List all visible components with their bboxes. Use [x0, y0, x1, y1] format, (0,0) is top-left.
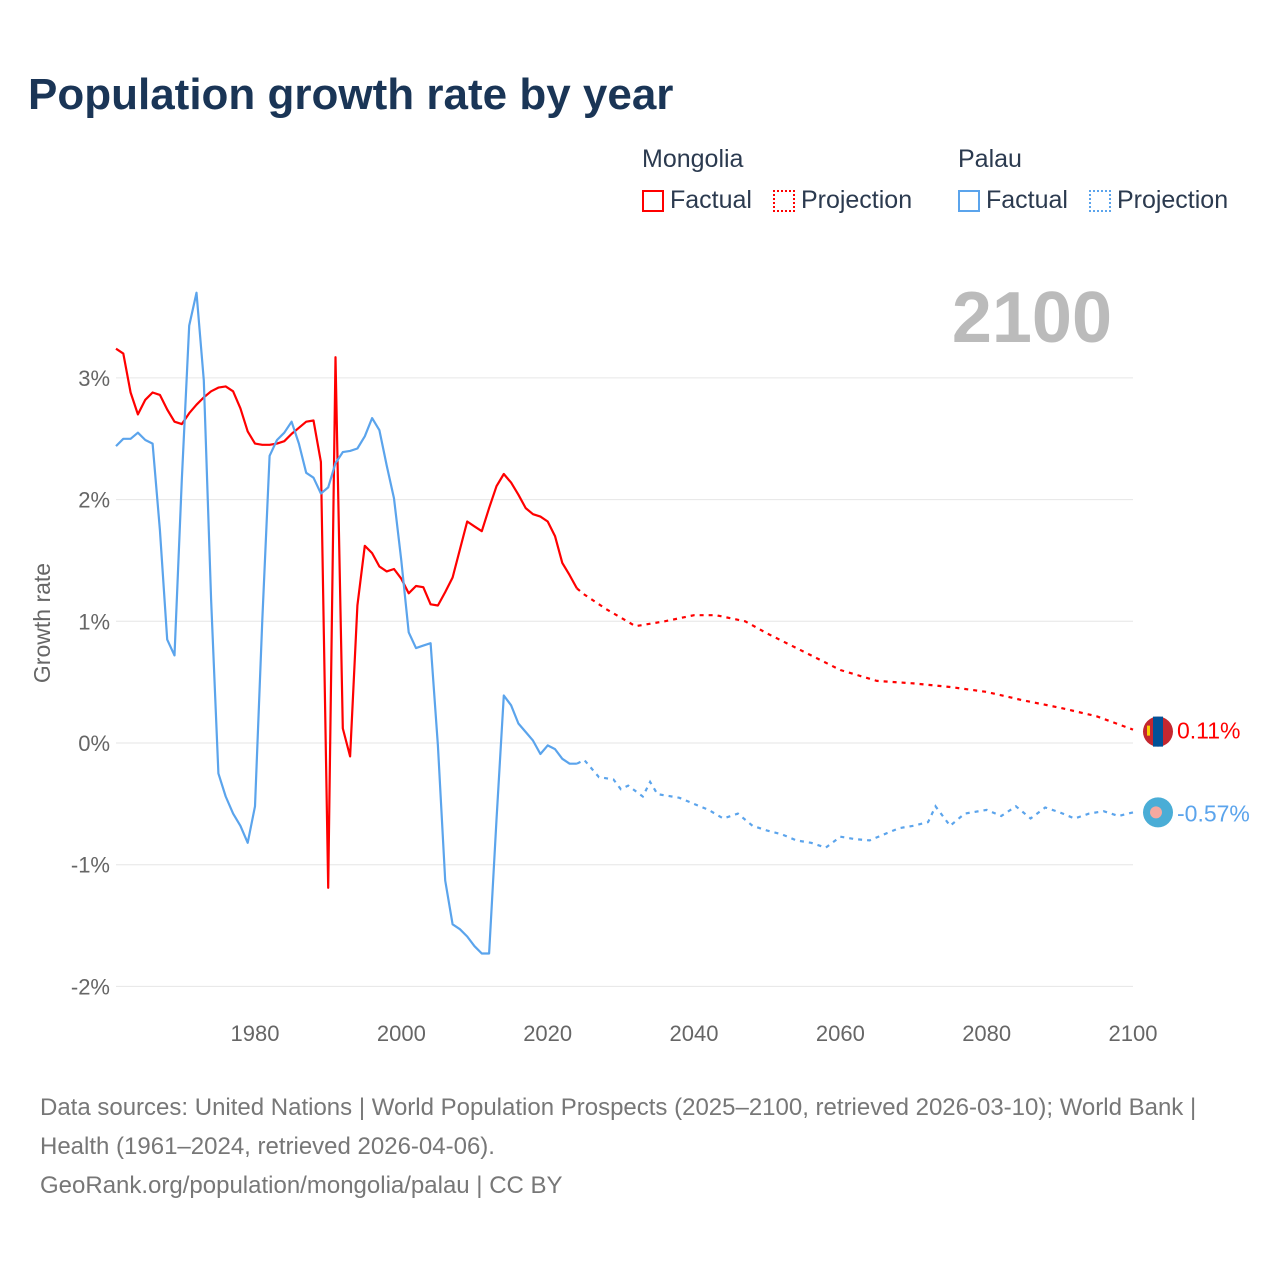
legend-palau-projection[interactable]: Projection: [1088, 186, 1229, 215]
legend-palau-factual[interactable]: Factual: [958, 186, 1068, 215]
palau-projection-line: [576, 758, 1134, 849]
legend-group-name: Palau: [958, 145, 1022, 173]
y-tick-label: 1%: [78, 609, 110, 634]
y-tick-label: -2%: [71, 974, 110, 999]
x-tick-label: 2100: [1109, 1021, 1158, 1046]
x-tick-label: 1980: [231, 1021, 280, 1046]
legend-label: Projection: [1116, 186, 1229, 214]
mongolia-flag-icon: [1143, 716, 1173, 747]
legend-mongolia-projection[interactable]: Projection: [772, 186, 913, 215]
year-display: 2100: [952, 278, 1112, 358]
x-tick-label: 2040: [670, 1021, 719, 1046]
legend-label: Projection: [800, 186, 913, 214]
palau-flag-icon: [1143, 797, 1173, 828]
mongolia-projection-line: [576, 587, 1134, 731]
dotted-swatch-icon: [772, 189, 795, 212]
y-tick-label: 2%: [78, 488, 110, 513]
y-tick-label: 3%: [78, 366, 110, 391]
legend-label: Factual: [986, 186, 1068, 214]
flag-emblem: [1147, 725, 1150, 736]
flag-stripe: [1153, 716, 1163, 747]
x-tick-label: 2080: [962, 1021, 1011, 1046]
y-tick-label: -1%: [71, 853, 110, 878]
data-sources: Data sources: United Nations | World Pop…: [40, 1094, 1197, 1160]
legend-mongolia-factual[interactable]: Factual: [642, 186, 752, 215]
x-tick-label: 2060: [816, 1021, 865, 1046]
mongolia-factual-line: [115, 347, 578, 889]
palau-end-label: -0.57%: [1177, 800, 1250, 826]
legend-palau: Palau Factual Projection: [958, 145, 1228, 219]
y-axis-label: Growth rate: [29, 563, 55, 683]
footer: Data sources: United Nations | World Pop…: [40, 1088, 1230, 1205]
chart-title: Population growth rate by year: [28, 70, 674, 119]
credit-link[interactable]: GeoRank.org/population/mongolia/palau | …: [40, 1172, 563, 1199]
legend-group-name: Mongolia: [642, 145, 744, 173]
palau-factual-line: [115, 291, 577, 955]
x-tick-label: 2000: [377, 1021, 426, 1046]
legend-mongolia: Mongolia Factual Projection: [642, 145, 926, 219]
flag-moon: [1150, 806, 1162, 819]
solid-swatch-icon: [642, 189, 664, 212]
legend-label: Factual: [670, 186, 752, 214]
mongolia-end-label: 0.11%: [1177, 718, 1241, 744]
dotted-swatch-icon: [1088, 189, 1111, 212]
x-tick-label: 2020: [523, 1021, 572, 1046]
solid-swatch-icon: [958, 189, 980, 212]
y-tick-label: 0%: [78, 731, 110, 756]
